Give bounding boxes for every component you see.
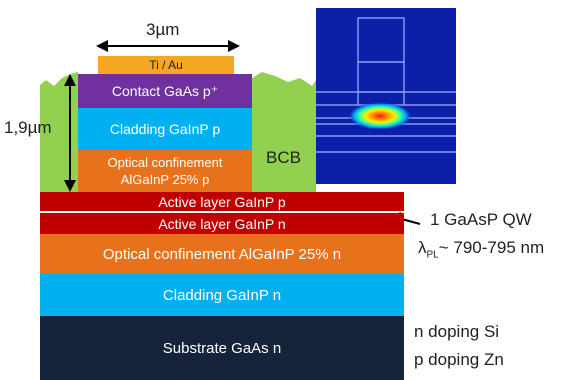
lower-confinement-layer: Optical confinement AlGaInP 25% n bbox=[40, 234, 404, 274]
upper-cladding-layer: Cladding GaInP p bbox=[78, 108, 252, 150]
lambda-value: ~ 790-795 nm bbox=[438, 238, 545, 257]
height-label: 1,9µm bbox=[4, 118, 52, 137]
lower-confinement-label: Optical confinement AlGaInP 25% n bbox=[102, 245, 342, 263]
upper-confinement-label-line2: AlGaInP 25% p bbox=[120, 172, 210, 187]
optical-mode-spot bbox=[348, 102, 412, 130]
mode-profile-inset bbox=[316, 8, 456, 184]
upper-confinement-label-line1: Optical confinement bbox=[107, 155, 223, 170]
lambda-symbol: λ bbox=[418, 238, 427, 257]
substrate-label: Substrate GaAs n bbox=[162, 339, 282, 357]
lambda-subscript: PL bbox=[426, 249, 439, 261]
upper-confinement-layer: Optical confinement AlGaInP 25% p bbox=[78, 150, 252, 192]
lambda-label: λPL~ 790-795 nm bbox=[418, 238, 544, 260]
active-layer-p: Active layer GaInP p bbox=[40, 192, 404, 212]
n-doping-label: n doping Si bbox=[414, 322, 500, 341]
bcb-right-region bbox=[252, 72, 316, 192]
bcb-label: BCB bbox=[266, 148, 301, 167]
width-label: 3µm bbox=[146, 20, 180, 39]
qw-label: 1 GaAsP QW bbox=[430, 210, 532, 229]
active-layer-n: Active layer GaInP n bbox=[40, 213, 404, 234]
upper-cladding-label: Cladding GaInP p bbox=[109, 121, 221, 137]
width-arrow bbox=[96, 40, 240, 52]
contact-gaas-layer: Contact GaAs p⁺ bbox=[78, 74, 252, 108]
p-doping-label: p doping Zn bbox=[414, 350, 504, 369]
bcb-left-region bbox=[40, 72, 78, 192]
active-p-label: Active layer GaInP p bbox=[158, 193, 286, 210]
ti-au-contact-layer: Ti / Au bbox=[98, 56, 234, 74]
height-arrow bbox=[64, 74, 76, 192]
ti-au-label: Ti / Au bbox=[149, 58, 183, 72]
lower-cladding-layer: Cladding GaInP n bbox=[40, 274, 404, 316]
substrate-layer: Substrate GaAs n bbox=[40, 316, 404, 380]
lower-cladding-label: Cladding GaInP n bbox=[162, 286, 282, 304]
contact-gaas-label: Contact GaAs p⁺ bbox=[111, 82, 219, 99]
active-n-label: Active layer GaInP n bbox=[158, 215, 286, 232]
